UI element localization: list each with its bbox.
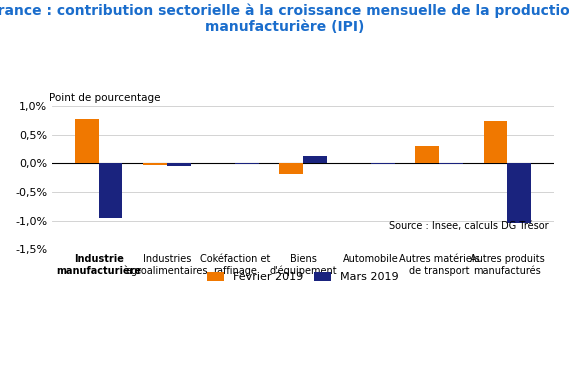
Bar (303, 156, 327, 163)
Bar (508, 163, 531, 223)
Bar (143, 163, 167, 165)
Legend: Février 2019, Mars 2019: Février 2019, Mars 2019 (203, 268, 403, 287)
Bar (235, 163, 259, 164)
Bar (279, 163, 303, 174)
Bar (484, 121, 508, 163)
Text: France : contribution sectorielle à la croissance mensuelle de la production
man: France : contribution sectorielle à la c… (0, 4, 569, 34)
Bar (371, 163, 395, 164)
Bar (75, 119, 98, 163)
Bar (415, 146, 439, 163)
Bar (167, 163, 191, 165)
Bar (98, 163, 122, 218)
Text: Point de pourcentage: Point de pourcentage (50, 93, 161, 103)
Text: Source : Insee, calculs DG Trésor: Source : Insee, calculs DG Trésor (389, 221, 549, 231)
Bar (439, 163, 463, 164)
